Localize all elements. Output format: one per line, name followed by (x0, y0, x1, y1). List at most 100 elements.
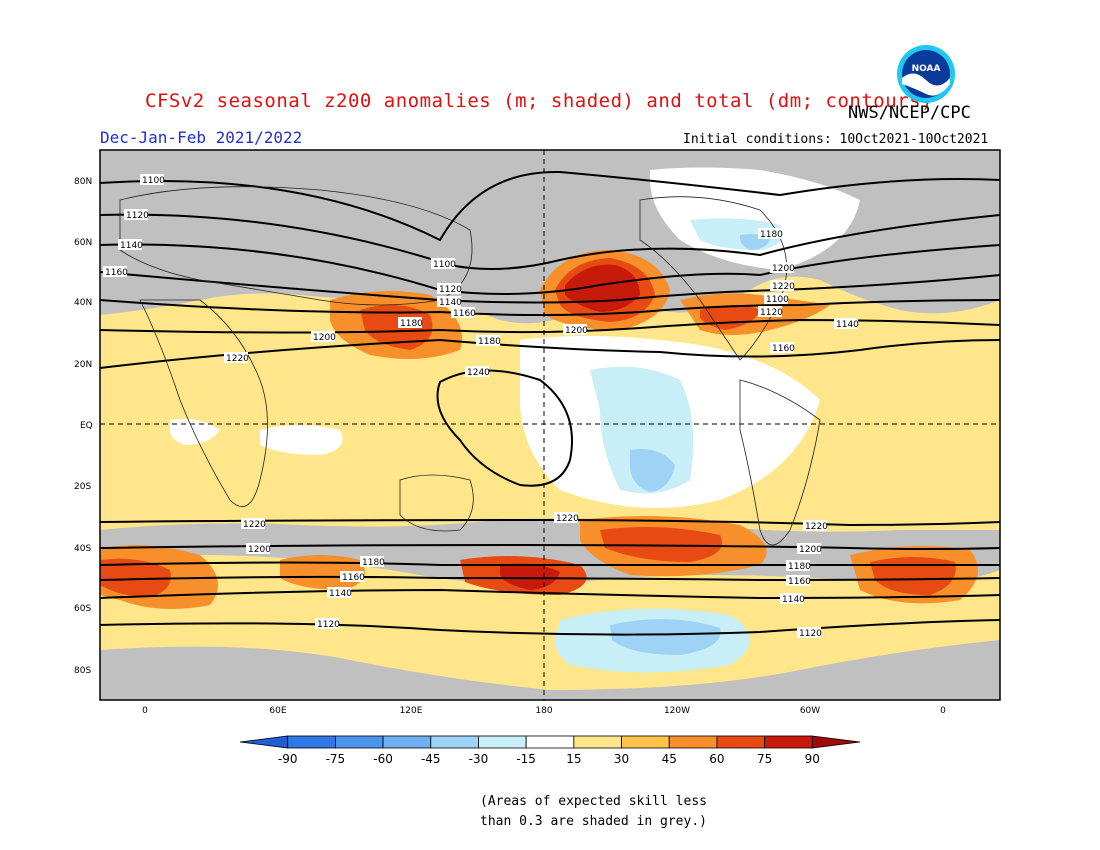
contour-label: 1200 (246, 543, 271, 555)
svg-text:1140: 1140 (329, 589, 352, 599)
map-frame (99, 149, 1001, 701)
colorbar-label: -60 (373, 752, 393, 766)
contour-label: 1160 (786, 575, 811, 587)
contour-label: 1120 (124, 209, 149, 221)
colorbar-swatch (287, 735, 336, 749)
contour-labels: 1100 1120 1140 1160 1180 1200 1220 1240 … (103, 174, 859, 639)
agency-label: NWS/NCEP/CPC (848, 103, 971, 123)
colorbar-label: -15 (516, 752, 536, 766)
contour-label: 1180 (758, 228, 783, 240)
lat-label-40s: 40S (74, 544, 91, 554)
contour-label: 1140 (834, 318, 859, 330)
lat-label-20n: 20N (74, 360, 92, 370)
contour-label: 1100 (431, 258, 456, 270)
contour-label: 1200 (797, 543, 822, 555)
contour-label: 1200 (311, 331, 336, 343)
season-label: Dec-Jan-Feb 2021/2022 (100, 128, 303, 147)
colorbar-swatch (430, 735, 479, 749)
svg-text:1140: 1140 (439, 298, 462, 308)
svg-text:1180: 1180 (478, 337, 501, 347)
initial-conditions-label: Initial conditions: 10Oct2021-10Oct2021 (683, 132, 989, 147)
svg-text:1180: 1180 (400, 319, 423, 329)
colorbar-swatch (573, 735, 622, 749)
svg-text:1180: 1180 (362, 558, 385, 568)
colorbar-label: 75 (757, 752, 772, 766)
lat-label-20s: 20S (74, 482, 91, 492)
contour-label: 1220 (241, 518, 266, 530)
svg-text:1160: 1160 (788, 577, 811, 587)
lon-label-0-west: 0 (142, 706, 148, 716)
colorbar-label: -30 (469, 752, 489, 766)
contour-label: 1120 (797, 627, 822, 639)
svg-text:1140: 1140 (120, 241, 143, 251)
contour-label: 1160 (770, 342, 795, 354)
colorbar-label: -90 (278, 752, 298, 766)
svg-text:1220: 1220 (226, 354, 249, 364)
lon-label-120w: 120W (664, 706, 690, 716)
svg-text:1140: 1140 (782, 595, 805, 605)
lat-label-80s: 80S (74, 666, 91, 676)
svg-text:1220: 1220 (243, 520, 266, 530)
colorbar-swatch (668, 735, 718, 749)
anomaly-shading (100, 150, 1000, 700)
svg-text:1120: 1120 (317, 620, 340, 630)
contour-label: 1140 (118, 239, 143, 251)
height-contours (100, 170, 1000, 636)
colorbar-label: 60 (709, 752, 724, 766)
colorbar-swatch (239, 735, 289, 749)
svg-text:1200: 1200 (772, 264, 795, 274)
colorbar-swatch (716, 735, 766, 749)
colorbar-label: -75 (326, 752, 346, 766)
colorbar-swatch (811, 735, 861, 749)
svg-text:1100: 1100 (766, 295, 789, 305)
colorbar-label: 15 (566, 752, 581, 766)
contour-label: 1160 (103, 266, 128, 278)
svg-text:1100: 1100 (433, 260, 456, 270)
svg-text:1120: 1120 (760, 308, 783, 318)
lon-label-180: 180 (535, 706, 552, 716)
svg-text:1160: 1160 (105, 268, 128, 278)
contour-label: 1120 (315, 618, 340, 630)
svg-text:1200: 1200 (565, 326, 588, 336)
svg-text:1220: 1220 (556, 514, 579, 524)
colorbar-swatch (382, 735, 432, 749)
colorbar: -90 -75 -60 -45 -30 -15 15 30 45 60 75 90 (239, 735, 861, 766)
contour-label: 1140 (780, 593, 805, 605)
colorbar-label: 30 (614, 752, 629, 766)
svg-text:1240: 1240 (467, 368, 490, 378)
logo-text: NOAA (912, 64, 941, 74)
lon-label-60e: 60E (269, 706, 286, 716)
contour-label: 1120 (758, 306, 783, 318)
figure-title: CFSv2 seasonal z200 anomalies (m; shaded… (145, 90, 933, 112)
svg-text:1160: 1160 (453, 309, 476, 319)
contour-label: 1180 (398, 317, 423, 329)
lat-label-60n: 60N (74, 238, 92, 248)
contour-label: 1140 (327, 587, 352, 599)
colorbar-swatch (334, 735, 384, 749)
svg-text:1140: 1140 (836, 320, 859, 330)
svg-text:1200: 1200 (248, 545, 271, 555)
lat-label-60s: 60S (74, 604, 91, 614)
lon-label-60w: 60W (800, 706, 820, 716)
contour-label: 1200 (563, 324, 588, 336)
skill-note-line-2: than 0.3 are shaded in grey.) (480, 814, 707, 829)
colorbar-label: 90 (805, 752, 820, 766)
colorbar-swatch (525, 735, 575, 749)
latitude-labels: 80N 60N 40N 20N EQ 20S 40S 60S 80S (74, 177, 93, 676)
lon-label-120e: 120E (400, 706, 423, 716)
noaa-logo: NOAA (897, 45, 955, 103)
svg-text:1160: 1160 (772, 344, 795, 354)
contour-label: 1200 (770, 262, 795, 274)
lat-label-eq: EQ (80, 421, 93, 431)
svg-text:1220: 1220 (772, 282, 795, 292)
svg-text:1120: 1120 (439, 285, 462, 295)
svg-text:1180: 1180 (760, 230, 783, 240)
colorbar-swatch (478, 735, 527, 749)
skill-note: (Areas of expected skill less than 0.3 a… (480, 792, 707, 832)
longitude-labels: 0 60E 120E 180 120W 60W 0 (142, 706, 946, 716)
contour-label: 1220 (554, 512, 579, 524)
contour-label: 1100 (140, 174, 165, 186)
contour-label: 1160 (451, 307, 476, 319)
contour-label: 1140 (437, 296, 462, 308)
